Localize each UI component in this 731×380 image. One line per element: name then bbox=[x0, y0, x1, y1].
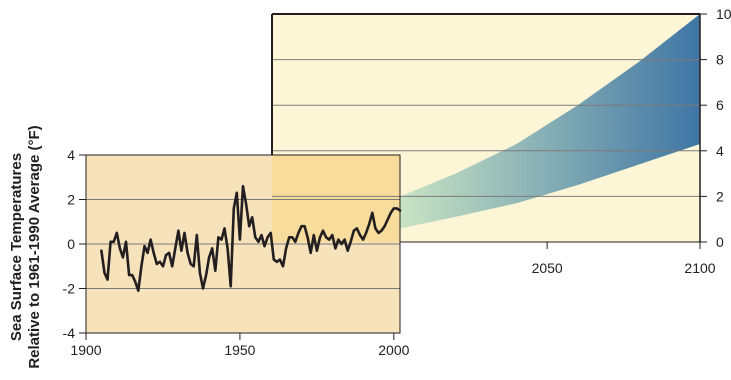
proj-ytick-label: 6 bbox=[716, 97, 724, 113]
hist-ytick-label: 0 bbox=[67, 236, 75, 252]
hist-xtick-label: 1950 bbox=[224, 342, 255, 358]
overlap-region bbox=[272, 155, 400, 242]
proj-ytick-label: 8 bbox=[716, 52, 724, 68]
y-axis-title-line2: Relative to 1961-1990 Average (°F) bbox=[26, 125, 43, 368]
hist-xtick-label: 2000 bbox=[378, 342, 409, 358]
hist-ytick-label: -2 bbox=[63, 281, 76, 297]
hist-ytick-label: 2 bbox=[67, 192, 75, 208]
hist-ytick-label: 4 bbox=[67, 147, 75, 163]
proj-ytick-label: 4 bbox=[716, 143, 724, 159]
hist-xtick-label: 1900 bbox=[70, 342, 101, 358]
proj-ytick-label: 0 bbox=[716, 234, 724, 250]
proj-xtick-label: 2100 bbox=[684, 260, 715, 276]
proj-ytick-label: 2 bbox=[716, 188, 724, 204]
hist-ytick-label: -4 bbox=[63, 325, 76, 341]
historical-line bbox=[100, 184, 402, 293]
proj-ytick-label: 10 bbox=[716, 6, 731, 22]
proj-xtick-label: 2050 bbox=[532, 260, 563, 276]
projection-band bbox=[400, 14, 700, 229]
y-axis-title-line1: Sea Surface Temperatures bbox=[8, 153, 25, 341]
